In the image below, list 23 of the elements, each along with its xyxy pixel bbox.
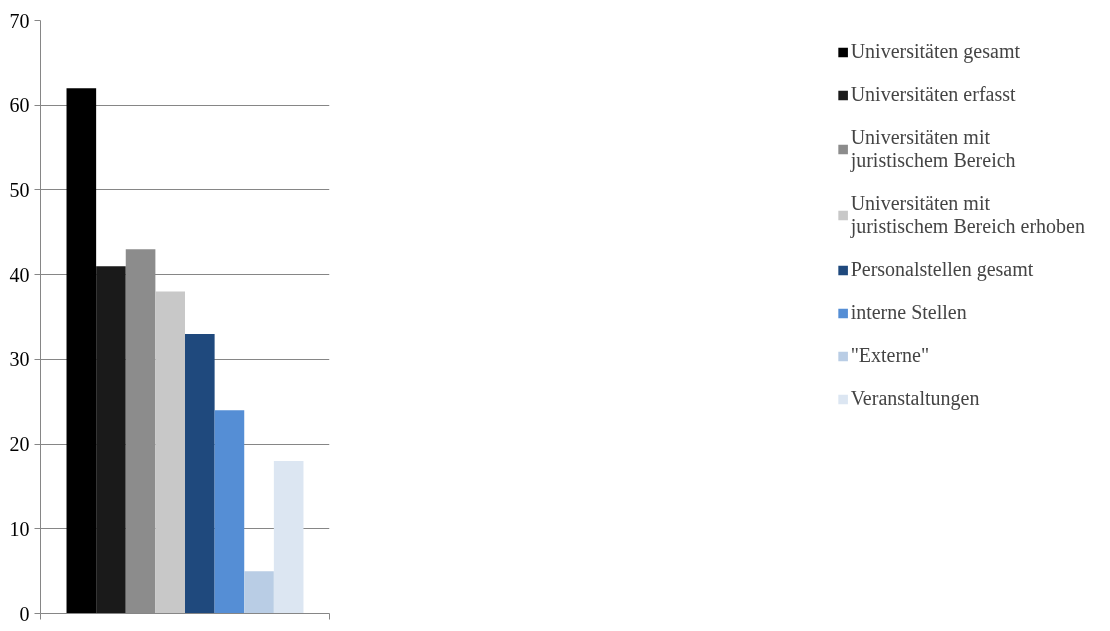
bar — [244, 571, 274, 614]
legend-label: Personalstellen gesamt — [850, 258, 1034, 281]
y-tick-label: 10 — [9, 517, 30, 540]
legend-label: Universitäten gesamt — [850, 40, 1021, 63]
y-tick-label: 20 — [9, 433, 30, 456]
bar — [214, 410, 245, 614]
y-tick-label: 50 — [9, 178, 30, 201]
bar — [185, 333, 215, 614]
legend-label: Universitäten erfasst — [850, 83, 1016, 106]
y-tick-label: 60 — [9, 94, 30, 117]
bar — [273, 461, 304, 614]
y-tick-label: 0 — [19, 602, 30, 625]
bar — [66, 88, 97, 614]
legend-label: Veranstaltungen — [850, 387, 980, 410]
bar — [96, 266, 126, 614]
legend-label: "Externe" — [850, 344, 930, 367]
y-tick-label: 40 — [9, 263, 30, 286]
y-tick-label: 30 — [9, 348, 30, 371]
legend-label: Universitäten mit juristischem Bereich erhoben — [850, 192, 1085, 238]
y-tick-label: 70 — [9, 9, 30, 32]
bar — [155, 291, 185, 614]
legend-label: interne Stellen — [850, 301, 967, 324]
legend-label: Universitäten mit juristischem Bereich — [850, 126, 1016, 172]
